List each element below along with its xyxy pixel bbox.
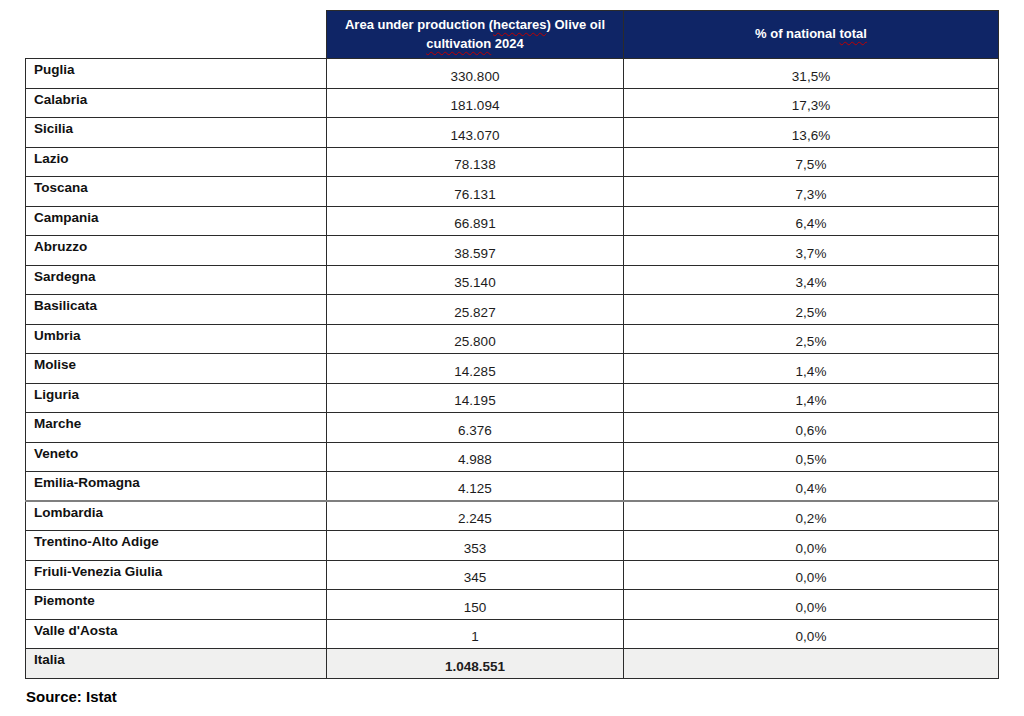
region-name-cell: Trentino-Alto Adige — [26, 531, 327, 561]
region-name-cell: Sicilia — [26, 118, 327, 148]
table-row: Toscana 76.131 7,3% — [26, 177, 999, 207]
pct-value-cell: 0,5% — [624, 442, 999, 472]
area-value-cell: 38.597 — [327, 236, 624, 266]
area-value-cell: 6.376 — [327, 413, 624, 443]
table-row: Trentino-Alto Adige 353 0,0% — [26, 531, 999, 561]
pct-value-cell: 0,0% — [624, 619, 999, 649]
table-row: Piemonte 150 0,0% — [26, 590, 999, 620]
area-value-cell: 1 — [327, 619, 624, 649]
pct-value-cell: 1,4% — [624, 383, 999, 413]
region-name-cell: Umbria — [26, 324, 327, 354]
pct-value-cell: 31,5% — [624, 59, 999, 89]
region-name-cell: Toscana — [26, 177, 327, 207]
table-row: Calabria 181.094 17,3% — [26, 88, 999, 118]
region-name-cell: Emilia-Romagna — [26, 472, 327, 502]
area-value-cell: 25.827 — [327, 295, 624, 325]
pct-value-cell: 2,5% — [624, 324, 999, 354]
region-name-cell: Italia — [26, 649, 327, 679]
region-name-cell: Abruzzo — [26, 236, 327, 266]
area-value-cell: 345 — [327, 560, 624, 590]
area-value-cell: 4.125 — [327, 472, 624, 502]
area-value-cell: 4.988 — [327, 442, 624, 472]
total-row: Italia 1.048.551 — [26, 649, 999, 679]
pct-value-cell: 0,0% — [624, 590, 999, 620]
table-row: Valle d'Aosta 1 0,0% — [26, 619, 999, 649]
table-row: Friuli-Venezia Giulia 345 0,0% — [26, 560, 999, 590]
table-row: Sardegna 35.140 3,4% — [26, 265, 999, 295]
area-value-cell: 330.800 — [327, 59, 624, 89]
area-value-cell: 78.138 — [327, 147, 624, 177]
document-page: Area under production (hectares) Olive o… — [25, 10, 998, 705]
table-row: Emilia-Romagna 4.125 0,4% — [26, 472, 999, 502]
area-value-cell: 2.245 — [327, 501, 624, 531]
pct-value-cell: 1,4% — [624, 354, 999, 384]
table-row: Lazio 78.138 7,5% — [26, 147, 999, 177]
area-value-cell: 353 — [327, 531, 624, 561]
region-name-cell: Valle d'Aosta — [26, 619, 327, 649]
pct-value-cell: 13,6% — [624, 118, 999, 148]
region-name-cell: Lazio — [26, 147, 327, 177]
area-value-cell: 14.195 — [327, 383, 624, 413]
table-row: Puglia 330.800 31,5% — [26, 59, 999, 89]
region-name-cell: Lombardia — [26, 501, 327, 531]
region-name-cell: Sardegna — [26, 265, 327, 295]
pct-value-cell — [624, 649, 999, 679]
area-value-cell: 150 — [327, 590, 624, 620]
region-name-cell: Basilicata — [26, 295, 327, 325]
area-value-cell: 14.285 — [327, 354, 624, 384]
region-name-cell: Molise — [26, 354, 327, 384]
pct-value-cell: 0,2% — [624, 501, 999, 531]
table-row: Marche 6.376 0,6% — [26, 413, 999, 443]
header-row: Area under production (hectares) Olive o… — [26, 11, 999, 59]
source-note: Source: Istat — [26, 688, 998, 705]
area-value-cell: 181.094 — [327, 88, 624, 118]
table-row: Campania 66.891 6,4% — [26, 206, 999, 236]
table-row: Liguria 14.195 1,4% — [26, 383, 999, 413]
table-row: Sicilia 143.070 13,6% — [26, 118, 999, 148]
pct-value-cell: 7,3% — [624, 177, 999, 207]
pct-value-cell: 7,5% — [624, 147, 999, 177]
table-row: Basilicata 25.827 2,5% — [26, 295, 999, 325]
table-row: Umbria 25.800 2,5% — [26, 324, 999, 354]
pct-value-cell: 17,3% — [624, 88, 999, 118]
region-name-cell: Puglia — [26, 59, 327, 89]
olive-cultivation-table: Area under production (hectares) Olive o… — [25, 10, 999, 679]
region-name-cell: Friuli-Venezia Giulia — [26, 560, 327, 590]
region-name-cell: Campania — [26, 206, 327, 236]
area-value-cell: 76.131 — [327, 177, 624, 207]
column-header-pct: % of national total — [624, 11, 999, 59]
area-value-cell: 1.048.551 — [327, 649, 624, 679]
column-header-area: Area under production (hectares) Olive o… — [327, 11, 624, 59]
pct-value-cell: 0,0% — [624, 560, 999, 590]
pct-value-cell: 0,0% — [624, 531, 999, 561]
region-name-cell: Marche — [26, 413, 327, 443]
table-row: Lombardia 2.245 0,2% — [26, 501, 999, 531]
area-value-cell: 35.140 — [327, 265, 624, 295]
area-value-cell: 66.891 — [327, 206, 624, 236]
column-header-empty — [26, 11, 327, 59]
pct-value-cell: 0,4% — [624, 472, 999, 502]
pct-value-cell: 6,4% — [624, 206, 999, 236]
pct-value-cell: 3,7% — [624, 236, 999, 266]
table-row: Abruzzo 38.597 3,7% — [26, 236, 999, 266]
table-body: Puglia 330.800 31,5% Calabria 181.094 17… — [26, 59, 999, 679]
pct-value-cell: 3,4% — [624, 265, 999, 295]
pct-value-cell: 0,6% — [624, 413, 999, 443]
table-row: Molise 14.285 1,4% — [26, 354, 999, 384]
region-name-cell: Veneto — [26, 442, 327, 472]
area-value-cell: 25.800 — [327, 324, 624, 354]
region-name-cell: Calabria — [26, 88, 327, 118]
region-name-cell: Piemonte — [26, 590, 327, 620]
table-row: Veneto 4.988 0,5% — [26, 442, 999, 472]
pct-value-cell: 2,5% — [624, 295, 999, 325]
area-value-cell: 143.070 — [327, 118, 624, 148]
region-name-cell: Liguria — [26, 383, 327, 413]
